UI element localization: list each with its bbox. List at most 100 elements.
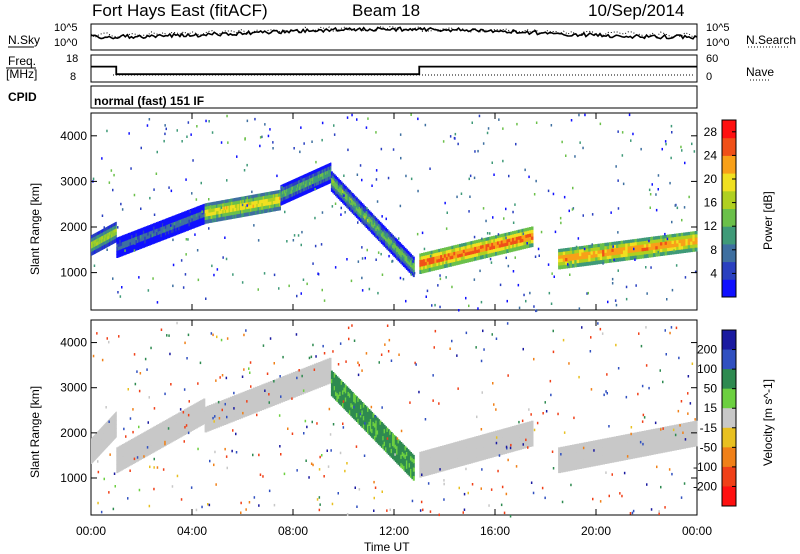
echo-cell bbox=[453, 262, 456, 266]
echo-cell bbox=[445, 444, 449, 450]
echo-cell bbox=[353, 201, 356, 205]
echo-cell bbox=[585, 258, 589, 263]
echo-speckle bbox=[480, 300, 483, 304]
echo-cell bbox=[276, 203, 279, 208]
nave-label: Nave bbox=[746, 65, 775, 79]
echo-cell bbox=[447, 263, 451, 268]
echo-cell bbox=[478, 452, 481, 457]
echo-cell bbox=[210, 404, 214, 409]
echo-cell bbox=[365, 224, 368, 228]
echo-cell bbox=[154, 232, 157, 237]
echo-cell bbox=[449, 252, 453, 257]
echo-cell bbox=[289, 184, 291, 188]
echo-cell bbox=[385, 447, 387, 453]
echo-cell bbox=[348, 196, 351, 201]
echo-cell bbox=[521, 242, 524, 246]
echo-cell bbox=[150, 432, 153, 438]
echo-cell bbox=[604, 256, 608, 260]
echo-speckle bbox=[138, 276, 140, 279]
echo-speckle bbox=[156, 150, 158, 154]
echo-cell bbox=[214, 214, 217, 219]
echo-cell bbox=[337, 386, 340, 391]
echo-cell bbox=[434, 447, 437, 453]
echo-cell bbox=[403, 444, 406, 450]
echo-cell bbox=[231, 205, 233, 209]
echo-cell bbox=[464, 439, 468, 444]
echo-cell bbox=[396, 442, 399, 447]
echo-cell bbox=[148, 433, 151, 438]
echo-cell bbox=[590, 457, 594, 463]
echo-cell bbox=[283, 186, 286, 191]
echo-cell bbox=[234, 411, 237, 417]
echo-cell bbox=[195, 419, 198, 425]
echo-cell bbox=[478, 456, 481, 462]
echo-cell bbox=[153, 430, 156, 436]
echo-cell bbox=[195, 216, 198, 221]
echo-cell bbox=[148, 235, 151, 239]
echo-cell bbox=[164, 218, 167, 223]
echo-speckle bbox=[655, 193, 657, 196]
echo-speckle bbox=[688, 195, 690, 199]
echo-cell bbox=[419, 260, 422, 264]
echo-cell bbox=[506, 232, 509, 237]
echo-speckle bbox=[473, 235, 476, 239]
echo-cell bbox=[204, 216, 207, 221]
echo-cell bbox=[380, 430, 383, 436]
echo-cell bbox=[438, 248, 441, 253]
echo-cell bbox=[394, 436, 397, 441]
echo-cell bbox=[428, 461, 432, 467]
echo-cell bbox=[449, 456, 453, 461]
echo-cell bbox=[496, 251, 500, 256]
echo-cell bbox=[298, 180, 300, 185]
echo-cell bbox=[227, 212, 230, 217]
echo-cell bbox=[365, 406, 368, 411]
echo-cell bbox=[657, 235, 661, 240]
echo-cell bbox=[179, 216, 182, 221]
echo-cell bbox=[348, 410, 351, 415]
echo-cell bbox=[166, 440, 169, 445]
echo-cell bbox=[317, 178, 319, 183]
echo-cell bbox=[618, 439, 622, 445]
echo-cell bbox=[472, 244, 475, 248]
echo-cell bbox=[188, 226, 191, 231]
echo-cell bbox=[379, 221, 382, 226]
echo-cell bbox=[156, 446, 159, 451]
echo-cell bbox=[161, 229, 164, 234]
echo-cell bbox=[314, 376, 317, 381]
echo-cell bbox=[195, 223, 198, 228]
echo-cell bbox=[574, 253, 578, 258]
echo-cell bbox=[292, 183, 294, 187]
echo-cell bbox=[330, 169, 332, 174]
echo-speckle bbox=[375, 258, 377, 261]
echo-cell bbox=[256, 197, 259, 202]
echo-cell bbox=[449, 464, 453, 470]
echo-cell bbox=[483, 450, 487, 456]
echo-cell bbox=[622, 438, 626, 444]
echo-cell bbox=[318, 174, 320, 179]
echo-speckle bbox=[297, 234, 300, 237]
echo-cell bbox=[248, 212, 251, 216]
echo-cell bbox=[401, 248, 404, 253]
echo-cell bbox=[261, 401, 265, 406]
echo-cell bbox=[170, 420, 173, 426]
echo-cell bbox=[380, 438, 383, 444]
echo-speckle bbox=[375, 131, 377, 134]
echo-cell bbox=[258, 203, 261, 208]
echo-speckle bbox=[505, 236, 507, 240]
echo-cell bbox=[257, 402, 260, 408]
echo-cell bbox=[135, 436, 138, 442]
echo-cell bbox=[400, 253, 403, 258]
echo-cell bbox=[309, 175, 311, 180]
echo-cell bbox=[314, 182, 317, 187]
echo-cell bbox=[504, 432, 507, 437]
echo-cell bbox=[344, 185, 347, 190]
echo-cell bbox=[657, 239, 661, 243]
echo-cell bbox=[233, 211, 236, 216]
echo-cell bbox=[182, 414, 185, 419]
echo-speckle bbox=[261, 135, 263, 139]
echo-cell bbox=[189, 410, 192, 415]
echo-cell bbox=[453, 248, 456, 253]
echo-cell bbox=[531, 229, 534, 234]
echo-cell bbox=[375, 217, 378, 222]
echo-cell bbox=[322, 182, 324, 187]
